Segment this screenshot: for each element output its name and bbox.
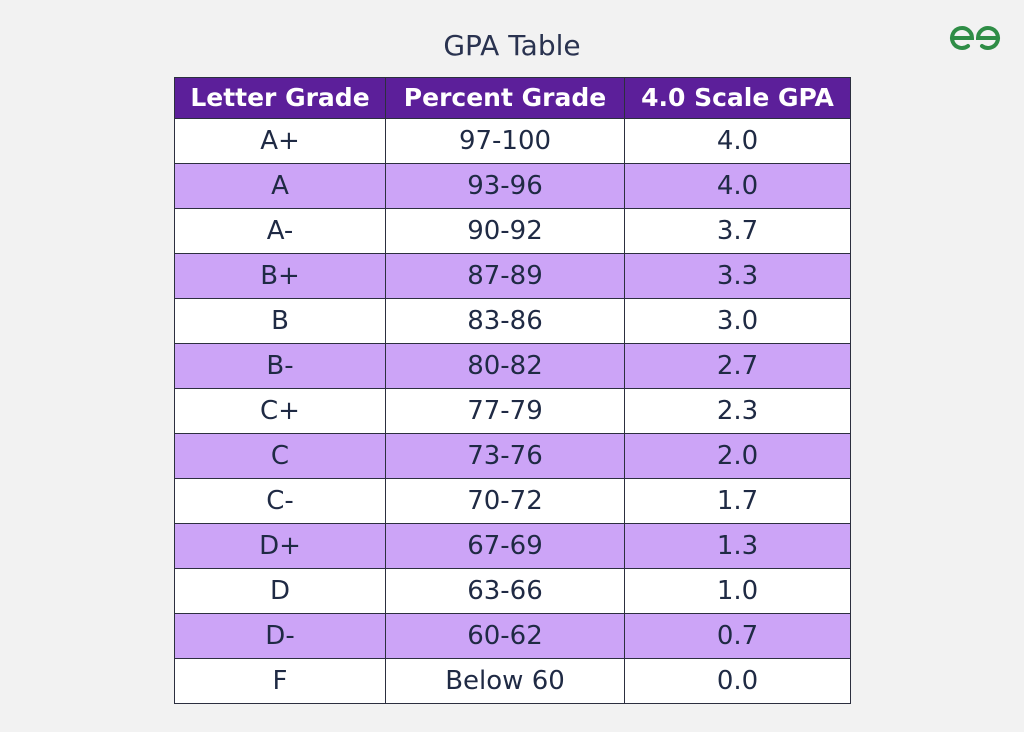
letter-grade-cell: C — [174, 433, 386, 479]
gpa-cell: 2.0 — [624, 433, 851, 479]
gpa-cell: 1.0 — [624, 568, 851, 614]
gpa-cell: 0.7 — [624, 613, 851, 659]
letter-grade-cell: D+ — [174, 523, 386, 569]
gpa-table: Letter Grade Percent Grade 4.0 Scale GPA… — [174, 77, 851, 704]
letter-grade-cell: A — [174, 163, 386, 209]
percent-grade-cell: 87-89 — [385, 253, 625, 299]
column-header-gpa: 4.0 Scale GPA — [624, 77, 851, 119]
column-header-letter-grade: Letter Grade — [174, 77, 386, 119]
gpa-cell: 4.0 — [624, 163, 851, 209]
percent-grade-cell: 70-72 — [385, 478, 625, 524]
table-row: C+ 77-79 2.3 — [174, 388, 851, 434]
table-row: D 63-66 1.0 — [174, 568, 851, 614]
letter-grade-cell: B+ — [174, 253, 386, 299]
letter-grade-cell: D — [174, 568, 386, 614]
table-row: D+ 67-69 1.3 — [174, 523, 851, 569]
percent-grade-cell: 63-66 — [385, 568, 625, 614]
percent-grade-cell: 97-100 — [385, 118, 625, 164]
geeksforgeeks-logo-icon — [950, 26, 1000, 50]
table-row: B- 80-82 2.7 — [174, 343, 851, 389]
gpa-cell: 3.7 — [624, 208, 851, 254]
gpa-cell: 2.7 — [624, 343, 851, 389]
letter-grade-cell: A+ — [174, 118, 386, 164]
letter-grade-cell: C+ — [174, 388, 386, 434]
table-row: A 93-96 4.0 — [174, 163, 851, 209]
gpa-cell: 3.3 — [624, 253, 851, 299]
letter-grade-cell: A- — [174, 208, 386, 254]
gpa-cell: 1.3 — [624, 523, 851, 569]
table-row: F Below 60 0.0 — [174, 658, 851, 704]
table-row: D- 60-62 0.7 — [174, 613, 851, 659]
percent-grade-cell: 93-96 — [385, 163, 625, 209]
column-header-percent-grade: Percent Grade — [385, 77, 625, 119]
percent-grade-cell: 77-79 — [385, 388, 625, 434]
percent-grade-cell: 83-86 — [385, 298, 625, 344]
gpa-cell: 1.7 — [624, 478, 851, 524]
percent-grade-cell: Below 60 — [385, 658, 625, 704]
gpa-cell: 0.0 — [624, 658, 851, 704]
table-row: C 73-76 2.0 — [174, 433, 851, 479]
table-row: C- 70-72 1.7 — [174, 478, 851, 524]
letter-grade-cell: D- — [174, 613, 386, 659]
letter-grade-cell: F — [174, 658, 386, 704]
percent-grade-cell: 90-92 — [385, 208, 625, 254]
table-header-row: Letter Grade Percent Grade 4.0 Scale GPA — [174, 77, 851, 119]
table-row: A+ 97-100 4.0 — [174, 118, 851, 164]
percent-grade-cell: 80-82 — [385, 343, 625, 389]
percent-grade-cell: 60-62 — [385, 613, 625, 659]
percent-grade-cell: 67-69 — [385, 523, 625, 569]
gpa-cell: 4.0 — [624, 118, 851, 164]
table-row: A- 90-92 3.7 — [174, 208, 851, 254]
percent-grade-cell: 73-76 — [385, 433, 625, 479]
page-title: GPA Table — [443, 29, 581, 62]
letter-grade-cell: B- — [174, 343, 386, 389]
letter-grade-cell: C- — [174, 478, 386, 524]
gpa-cell: 3.0 — [624, 298, 851, 344]
gpa-table-container: Letter Grade Percent Grade 4.0 Scale GPA… — [174, 77, 851, 704]
gpa-cell: 2.3 — [624, 388, 851, 434]
table-row: B 83-86 3.0 — [174, 298, 851, 344]
table-body: A+ 97-100 4.0 A 93-96 4.0 A- 90-92 3.7 B+ 87-89 3.3… — [174, 118, 851, 704]
letter-grade-cell: B — [174, 298, 386, 344]
table-row: B+ 87-89 3.3 — [174, 253, 851, 299]
